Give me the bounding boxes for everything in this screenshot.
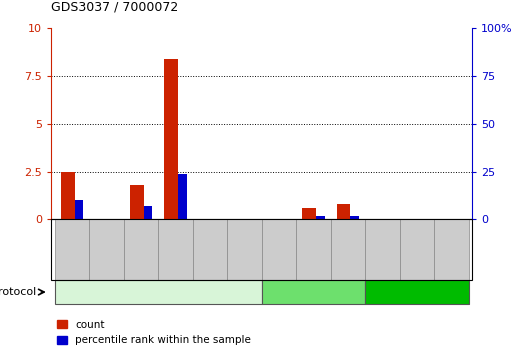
Text: GSM226596: GSM226596 — [274, 222, 283, 277]
Text: GSM226602: GSM226602 — [378, 222, 387, 277]
Bar — [337, 204, 350, 219]
Bar — [350, 216, 359, 219]
Legend: count, percentile rank within the sample: count, percentile rank within the sample — [56, 320, 251, 345]
Text: Jmjd1a depletion: Jmjd1a depletion — [269, 287, 358, 297]
Text: Jmjd2c depletion: Jmjd2c depletion — [373, 287, 461, 297]
Bar — [164, 59, 178, 219]
Text: control: control — [140, 287, 176, 297]
Text: GSM226595: GSM226595 — [68, 222, 76, 277]
Text: GSM226603: GSM226603 — [205, 222, 214, 277]
Bar — [178, 173, 187, 219]
Bar — [144, 206, 152, 219]
Text: GSM226606: GSM226606 — [447, 222, 456, 277]
Bar — [74, 200, 83, 219]
Bar — [130, 185, 144, 219]
Text: GSM226597: GSM226597 — [102, 222, 111, 277]
Text: GSM226604: GSM226604 — [412, 222, 421, 277]
Bar — [302, 208, 316, 219]
Text: protocol: protocol — [0, 287, 36, 297]
Text: GDS3037 / 7000072: GDS3037 / 7000072 — [51, 0, 179, 13]
Text: GSM226601: GSM226601 — [171, 222, 180, 277]
Bar — [61, 172, 74, 219]
Text: GSM226598: GSM226598 — [309, 222, 318, 277]
Text: GSM226600: GSM226600 — [343, 222, 352, 277]
Text: GSM226605: GSM226605 — [240, 222, 249, 277]
Bar — [316, 216, 325, 219]
Text: GSM226599: GSM226599 — [136, 222, 146, 277]
